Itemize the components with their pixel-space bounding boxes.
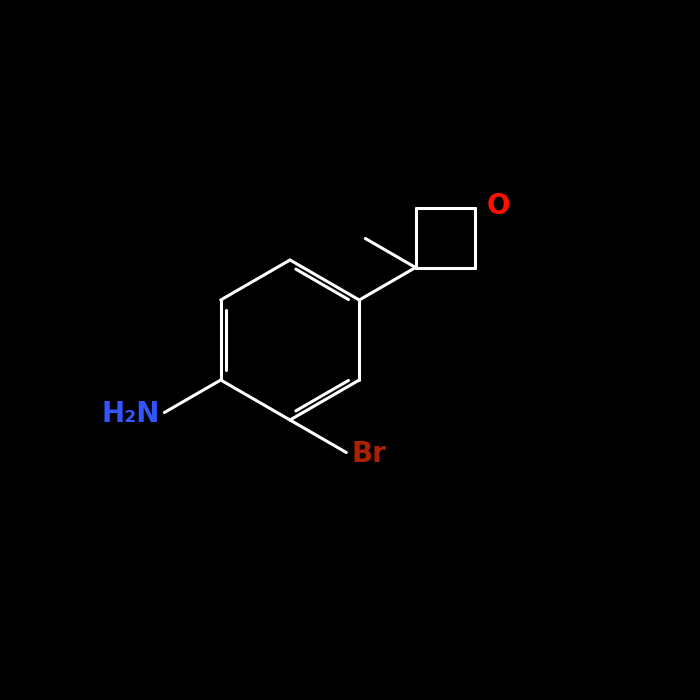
Text: O: O: [487, 192, 510, 220]
Text: H₂N: H₂N: [101, 400, 160, 428]
Text: Br: Br: [351, 440, 386, 468]
